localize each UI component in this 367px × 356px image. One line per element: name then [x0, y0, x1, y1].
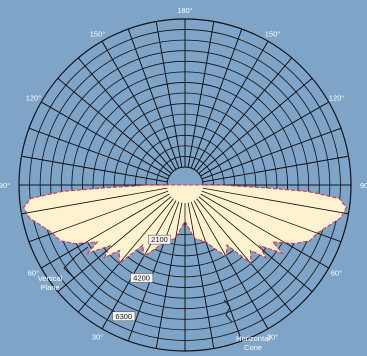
- grid-spoke-overlay: [187, 21, 215, 168]
- radial-tick-4200: 4200: [130, 273, 154, 283]
- annotation-text: Horizontal: [236, 334, 270, 343]
- annotation-text: Cone: [244, 343, 262, 352]
- grid-spoke-overlay: [127, 201, 180, 342]
- radial-tick-label: 4200: [133, 274, 150, 283]
- horizontal-cone-leader: [223, 299, 233, 323]
- angle-tick-label: 30°: [92, 332, 103, 341]
- grid-spoke-overlay: [202, 187, 349, 215]
- annotation-text: Plane: [40, 283, 59, 292]
- grid-spoke-overlay: [57, 77, 172, 174]
- grid-spoke-overlay: [200, 101, 329, 177]
- grid-spoke-overlay: [190, 28, 243, 169]
- grid-spoke-overlay: [41, 101, 170, 177]
- annotation-text: Vertical: [38, 274, 63, 283]
- grid-spoke-overlay: [28, 127, 169, 180]
- grid-spoke-overlay: [201, 127, 342, 180]
- grid-spoke-overlay: [193, 200, 269, 329]
- grid-spoke-overlay: [196, 57, 293, 172]
- grid-spoke-overlay: [127, 28, 180, 169]
- grid-spoke-overlay: [57, 196, 172, 293]
- grid-spoke-overlay: [21, 187, 168, 215]
- angle-tick-labels: 0°30°30°60°60°90°90°120°120°150°150°180°: [0, 6, 367, 356]
- grid-spoke-overlay: [202, 155, 349, 183]
- grid-spoke-overlay: [201, 190, 342, 243]
- radial-tick-label: 6300: [115, 312, 132, 321]
- grid-spoke-overlay: [198, 196, 313, 293]
- angle-tick-label: 150°: [265, 29, 281, 38]
- curve-fill: [23, 185, 347, 264]
- radial-tick-6300: 6300: [112, 311, 136, 322]
- radial-tick-box: [148, 234, 171, 245]
- grid-spoke-overlay: [196, 198, 293, 313]
- radial-tick-2100: 2100: [148, 234, 171, 245]
- radial-tick-box: [130, 273, 154, 283]
- angle-tick-label: 120°: [26, 93, 42, 102]
- angle-tick-label: 180°: [177, 6, 193, 15]
- grid-spoke-overlay: [193, 41, 269, 170]
- distribution-curve: [19, 19, 351, 351]
- radial-tick-box: [112, 311, 136, 322]
- grid-spoke-overlay: [200, 193, 329, 269]
- angle-tick-label: 60°: [28, 268, 39, 277]
- grid-spoke-overlay: [77, 198, 174, 313]
- curve-outline: [22, 184, 348, 265]
- grid-spoke-overlay: [198, 77, 313, 174]
- angle-tick-label: 120°: [329, 93, 345, 102]
- grid-spoke-overlay: [41, 193, 170, 269]
- angle-tick-label: 150°: [90, 29, 106, 38]
- vertical-plane-leader: [63, 246, 89, 279]
- radial-tick-labels: 2100 4200 6300: [112, 234, 171, 322]
- grid-spoke-overlay: [101, 200, 177, 329]
- angle-tick-label: 60°: [331, 268, 342, 277]
- grid-spoke-overlay: [21, 155, 168, 183]
- angle-tick-label: 30°: [267, 332, 278, 341]
- angle-tick-label: 90°: [0, 181, 10, 190]
- grid-spoke-overlay: [155, 202, 183, 349]
- radial-tick-label: 2100: [151, 235, 168, 244]
- grid-spoke-overlay: [77, 57, 174, 172]
- grid-spoke-overlay: [190, 201, 243, 342]
- angle-tick-label: 90°: [360, 181, 367, 190]
- grid-spoke-overlay: [155, 21, 183, 168]
- grid-spoke-overlay: [101, 41, 177, 170]
- grid-spoke-overlay: [187, 202, 215, 349]
